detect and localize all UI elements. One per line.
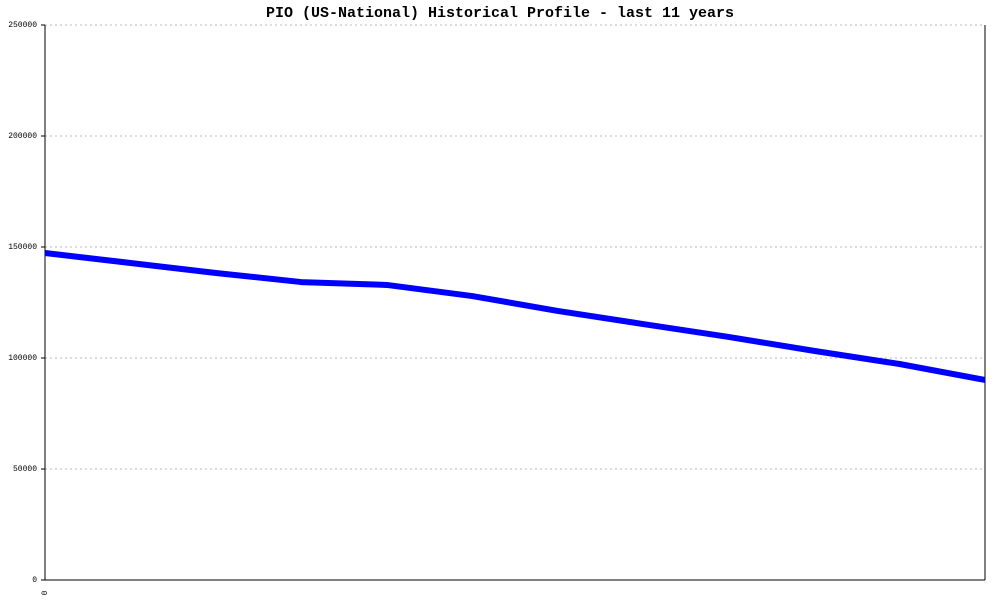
data-line <box>44 250 986 383</box>
x-tick-label: 0 <box>41 590 50 595</box>
y-tick-label: 50000 <box>13 465 37 474</box>
y-tick-label: 200000 <box>8 132 37 141</box>
y-tick-label: 250000 <box>8 21 37 30</box>
y-tick-label: 100000 <box>8 354 37 363</box>
chart-title: PIO (US-National) Historical Profile - l… <box>266 5 734 22</box>
y-tick-label: 150000 <box>8 243 37 252</box>
y-tick-label: 0 <box>32 576 37 585</box>
